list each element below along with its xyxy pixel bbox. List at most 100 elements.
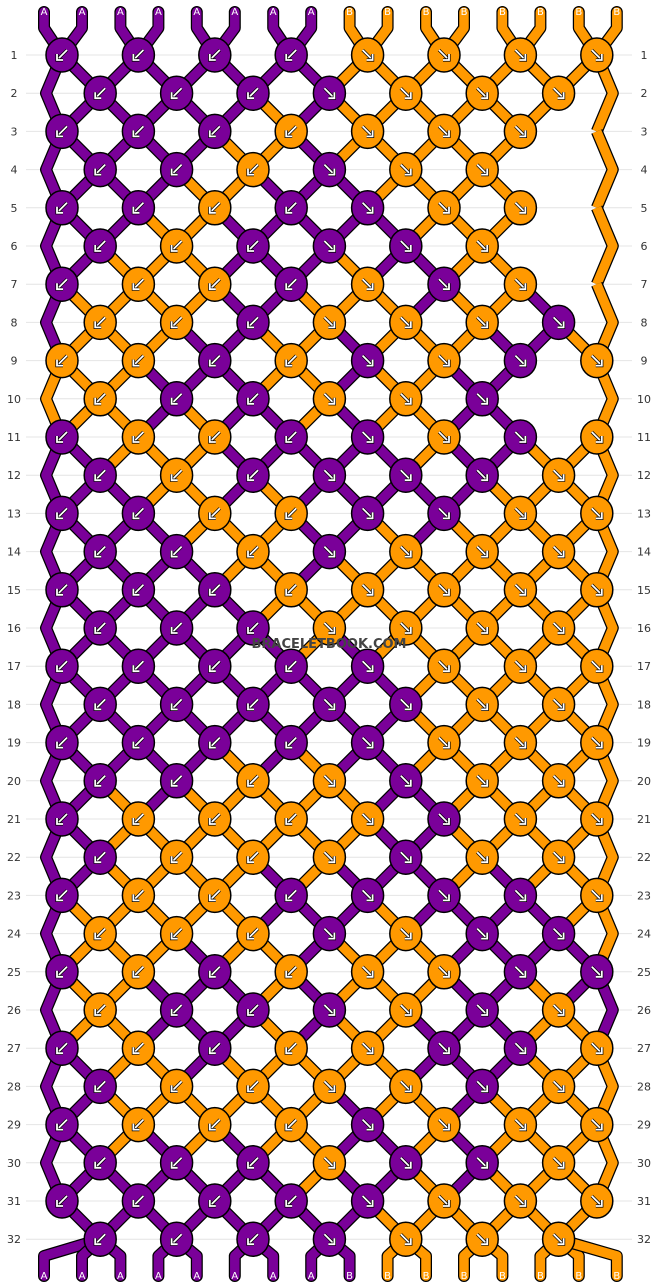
knot-arrowhead xyxy=(94,779,102,787)
knot-arrow xyxy=(591,1118,603,1131)
knot xyxy=(503,419,538,455)
knot-arrowhead xyxy=(481,627,489,634)
knot-arrow xyxy=(56,507,68,520)
knot-arrow xyxy=(209,278,221,290)
knot-arrowhead xyxy=(328,474,336,482)
knot-arrowhead xyxy=(328,397,336,405)
knot xyxy=(159,151,194,188)
knot-arrow xyxy=(438,431,450,443)
knot-arrowhead xyxy=(170,397,178,405)
row-number-left: 17 xyxy=(7,660,21,673)
knot-arrowhead xyxy=(404,1009,412,1016)
knot-arrow xyxy=(476,1233,488,1245)
knot-arrowhead xyxy=(481,168,489,176)
knot-arrowhead xyxy=(56,741,63,749)
knot-arrow xyxy=(170,240,183,252)
knot xyxy=(121,801,156,837)
strand-label-top: A xyxy=(193,7,200,18)
row-number-right: 7 xyxy=(641,278,648,291)
knot-arrowhead xyxy=(56,665,63,673)
knot-arrow xyxy=(285,813,297,825)
knot xyxy=(465,457,499,493)
knot-arrow xyxy=(209,125,221,138)
knot xyxy=(198,266,232,302)
knot-arrow xyxy=(285,966,297,978)
knot-arrow xyxy=(56,49,68,61)
knot xyxy=(580,342,614,379)
knot-arrowhead xyxy=(404,92,412,100)
knot-arrow xyxy=(94,393,106,405)
knot-arrowhead xyxy=(595,436,603,443)
knot-arrow xyxy=(94,698,106,711)
strand-label-top: A xyxy=(231,7,238,18)
knot-arrowhead xyxy=(366,54,374,61)
knot-arrow xyxy=(514,125,527,138)
knot-arrow xyxy=(247,1233,259,1245)
knot xyxy=(580,495,614,532)
knot xyxy=(541,533,576,570)
knot xyxy=(580,419,614,455)
knot-arrowhead xyxy=(595,54,603,61)
knot-arrow xyxy=(361,202,374,214)
knot xyxy=(274,266,308,302)
knot xyxy=(541,610,576,646)
knot xyxy=(389,1221,423,1257)
knot-arrowhead xyxy=(366,1123,374,1131)
knot-grid xyxy=(45,37,614,1257)
knot-arrowhead xyxy=(56,283,63,291)
knot-arrowhead xyxy=(56,818,63,825)
knot-arrowhead xyxy=(366,436,374,443)
knot xyxy=(83,151,117,188)
knot-arrowhead xyxy=(366,283,374,291)
knot xyxy=(159,763,194,799)
knot-arrow xyxy=(247,698,259,711)
knot xyxy=(274,419,308,455)
knot-arrow xyxy=(552,87,565,99)
knot-arrow xyxy=(323,240,336,252)
knot-arrow xyxy=(323,851,336,863)
knot xyxy=(503,113,538,150)
row-number-right: 15 xyxy=(637,584,651,597)
knot-arrow xyxy=(591,660,603,672)
knot-arrowhead xyxy=(557,703,565,711)
knot xyxy=(274,572,308,608)
knot-arrow xyxy=(400,622,412,634)
strand-label-top: B xyxy=(384,7,391,18)
knot-arrowhead xyxy=(481,245,489,252)
knot-arrowhead xyxy=(404,1085,412,1093)
knot-arrow xyxy=(132,966,145,978)
knot-arrowhead xyxy=(557,1161,565,1169)
knot-arrowhead xyxy=(404,397,412,405)
knot-arrow xyxy=(552,622,565,634)
strand-label-top: A xyxy=(270,7,277,18)
knot-arrow xyxy=(400,1233,412,1245)
knot-arrow xyxy=(94,775,106,787)
knot-arrowhead xyxy=(404,321,412,329)
knot-arrowhead xyxy=(595,1200,603,1207)
knot xyxy=(427,648,461,684)
knot xyxy=(274,724,308,761)
knot xyxy=(503,342,538,379)
knot-arrowhead xyxy=(247,474,254,482)
knot-arrow xyxy=(400,698,412,711)
knot-arrowhead xyxy=(94,856,102,864)
knot-arrow xyxy=(476,775,488,787)
knot xyxy=(159,228,194,264)
knot-arrow xyxy=(438,49,450,61)
knot-arrow xyxy=(94,1080,106,1093)
knot-arrow xyxy=(323,622,336,634)
knot-arrowhead xyxy=(247,1161,254,1169)
knot xyxy=(236,75,270,111)
knot-arrowhead xyxy=(519,206,527,214)
knot-arrowhead xyxy=(366,741,374,749)
knot xyxy=(503,266,538,302)
knot xyxy=(312,1221,347,1257)
strand-label-bottom: A xyxy=(155,1271,162,1282)
knot-arrowhead xyxy=(519,1200,527,1207)
knot-arrow xyxy=(514,202,527,214)
knot-arrow xyxy=(56,736,68,749)
strand-label-top: A xyxy=(41,7,48,18)
row-number-left: 3 xyxy=(11,125,18,138)
knot-arrow xyxy=(400,393,412,405)
knot xyxy=(236,381,270,417)
